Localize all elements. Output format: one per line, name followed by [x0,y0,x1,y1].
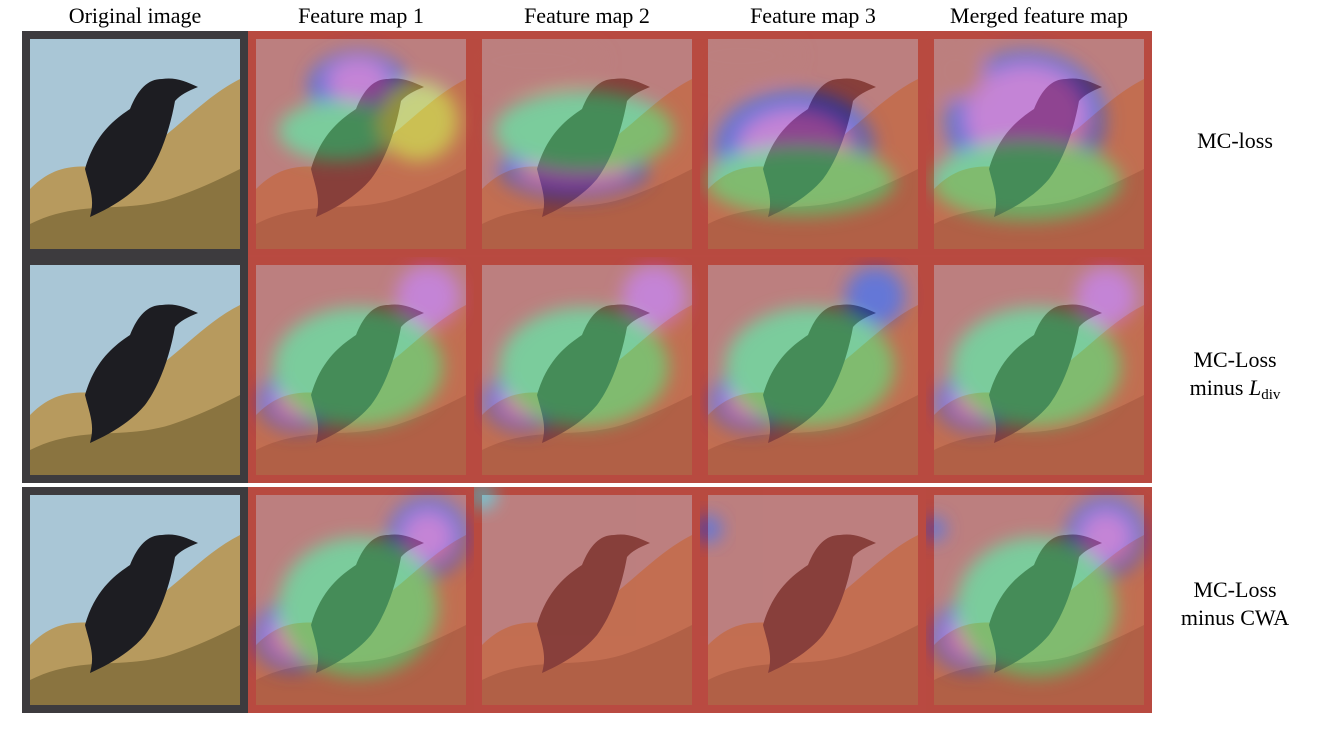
heatmap-blob [494,91,674,171]
bush-shadow [30,395,240,475]
heatmap-blob [474,487,496,509]
panel-mc-loss-feature-map-2 [474,31,700,257]
bird-silhouette [85,304,198,443]
heatmap-blob [396,265,460,329]
heatmap-blob [278,537,438,677]
heatmap-blob [725,307,895,427]
panel-mc-loss-feature-map-1 [248,31,474,257]
panel-minus-ldiv-feature-map-2 [474,257,700,483]
row-label-minus: minus [1189,375,1244,400]
heatmap-blob [956,537,1116,677]
panel-mc-loss-feature-map-3 [700,31,926,257]
panel-mc-loss-merged [926,31,1152,257]
heatmap-overlay [926,31,1152,257]
row-label-variable: L [1248,375,1262,400]
column-header-original: Original image [68,3,202,28]
heatmap-blob [926,517,946,541]
heatmap-overlay [926,487,1152,713]
heatmap-overlay [248,257,474,483]
heatmap-blob [931,141,1121,221]
bird-photo [30,39,240,249]
heatmap-blob [474,36,604,86]
panel-minus-cwa-merged [926,487,1152,713]
row-label-line-1: MC-Loss [1193,577,1277,602]
panel-minus-cwa-feature-map-3 [700,487,926,713]
heatmap-blob [278,101,398,161]
heatmap-blob [705,146,895,216]
heatmap-overlay [248,31,474,257]
panel-minus-ldiv-original [22,257,248,483]
column-header-feature-map-2: Feature map 2 [524,3,650,28]
column-header-merged: Merged feature map [950,3,1128,28]
row-label-mc-loss: MC-loss [1160,127,1310,155]
heatmap-blob [926,41,986,101]
heatmap-blob [845,267,905,327]
heatmap-overlay [700,257,926,483]
bird-photo [30,495,240,705]
heatmap-overlay [700,31,926,257]
panel-minus-cwa-feature-map-1 [248,487,474,713]
heatmap-blob [622,265,686,329]
heatmap-base [474,487,700,713]
heatmap-blob [951,307,1121,427]
heatmap-blob [1081,512,1131,562]
bird-silhouette [85,534,198,673]
heatmap-base [700,487,926,713]
heatmap-overlay [474,487,700,713]
row-label-mc-loss-minus-ldiv: MC-Loss minus Ldiv [1160,346,1310,409]
row-label-mc-loss-minus-cwa: MC-Loss minus CWA [1160,576,1310,632]
heatmap-overlay [474,257,700,483]
bush-shadow [30,625,240,705]
bird-photo [30,265,240,475]
row-label-line-2: minus CWA [1180,605,1290,630]
heatmap-blob [378,81,458,161]
heatmap-blob [1076,267,1136,327]
panel-minus-ldiv-merged [926,257,1152,483]
heatmap-overlay [474,31,700,257]
row-label-text: MC-loss [1197,128,1273,153]
panel-mc-loss-original [22,31,248,257]
panel-minus-cwa-feature-map-2 [474,487,700,713]
heatmap-blob [328,59,388,103]
row-label-line-2: minus Ldiv [1160,374,1310,409]
heatmap-blob [700,515,722,543]
row-label-subscript: div [1261,387,1281,403]
panel-minus-ldiv-feature-map-3 [700,257,926,483]
heatmap-blob [700,31,800,81]
panel-minus-cwa-original [22,487,248,713]
heatmap-blob [966,66,1086,166]
bird-silhouette [85,78,198,217]
row-label-line-1: MC-Loss [1193,347,1277,372]
heatmap-overlay [248,487,474,713]
heatmap-overlay [700,487,926,713]
heatmap-blob [499,307,669,427]
panel-minus-ldiv-feature-map-1 [248,257,474,483]
heatmap-blob [273,307,443,427]
bush-shadow [30,169,240,249]
heatmap-overlay [926,257,1152,483]
column-header-feature-map-3: Feature map 3 [750,3,876,28]
column-header-feature-map-1: Feature map 1 [298,3,424,28]
heatmap-blob [403,512,453,562]
